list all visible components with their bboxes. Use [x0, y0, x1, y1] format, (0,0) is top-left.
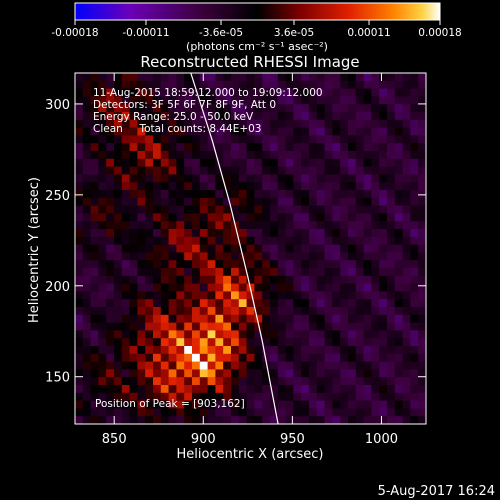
annotation-total-counts: Clean Total counts: 8.44E+03 [93, 123, 262, 135]
colorbar [74, 2, 441, 21]
annotation-energy-range: Energy Range: 25.0 - 50.0 keV [93, 111, 254, 123]
colorbar-tick-label: 0.00018 [418, 27, 461, 39]
footer-date: 5-Aug-2017 16:24 [378, 484, 495, 499]
x-tick-label: 950 [280, 432, 305, 447]
solar-limb-line [190, 73, 279, 424]
plot-frame [74, 72, 427, 425]
y-tick-label: 250 [45, 189, 70, 204]
peak-position-label: Position of Peak = [903,162] [95, 398, 245, 410]
x-tick-label: 1000 [365, 432, 398, 447]
y-axis-ticks: 150 200 250 300 [45, 98, 426, 386]
annotation-time-range: 11-Aug-2015 18:59:12.000 to 19:09:12.000 [93, 87, 323, 99]
x-tick-label: 900 [191, 432, 216, 447]
x-tick-label: 850 [102, 432, 127, 447]
y-tick-label: 150 [45, 371, 70, 386]
heatmap-image [75, 73, 426, 424]
x-axis-ticks: 850 900 950 1000 [102, 73, 398, 447]
y-axis-label: Heliocentric Y (arcsec) [27, 177, 42, 323]
colorbar-ticks: -0.00018 -0.00011 -3.6e-05 3.6e-05 0.00011 0.… [51, 20, 462, 39]
colorbar-tick-label: -0.00011 [122, 27, 169, 39]
colorbar-tick-label: -3.6e-05 [199, 27, 243, 39]
colorbar-unit-label: (photons cm⁻² s⁻¹ asec⁻²) [186, 40, 328, 53]
colorbar-tick-label: 3.6e-05 [274, 27, 314, 39]
y-tick-label: 200 [45, 280, 70, 295]
annotation-detectors: Detectors: 3F 5F 6F 7F 8F 9F, Att 0 [93, 99, 276, 111]
chart-title: Reconstructed RHESSI Image [140, 53, 359, 71]
x-axis-label: Heliocentric X (arcsec) [177, 447, 324, 462]
colorbar-tick-label: -0.00018 [51, 27, 98, 39]
y-tick-label: 300 [45, 98, 70, 113]
colorbar-tick-label: 0.00011 [347, 27, 390, 39]
